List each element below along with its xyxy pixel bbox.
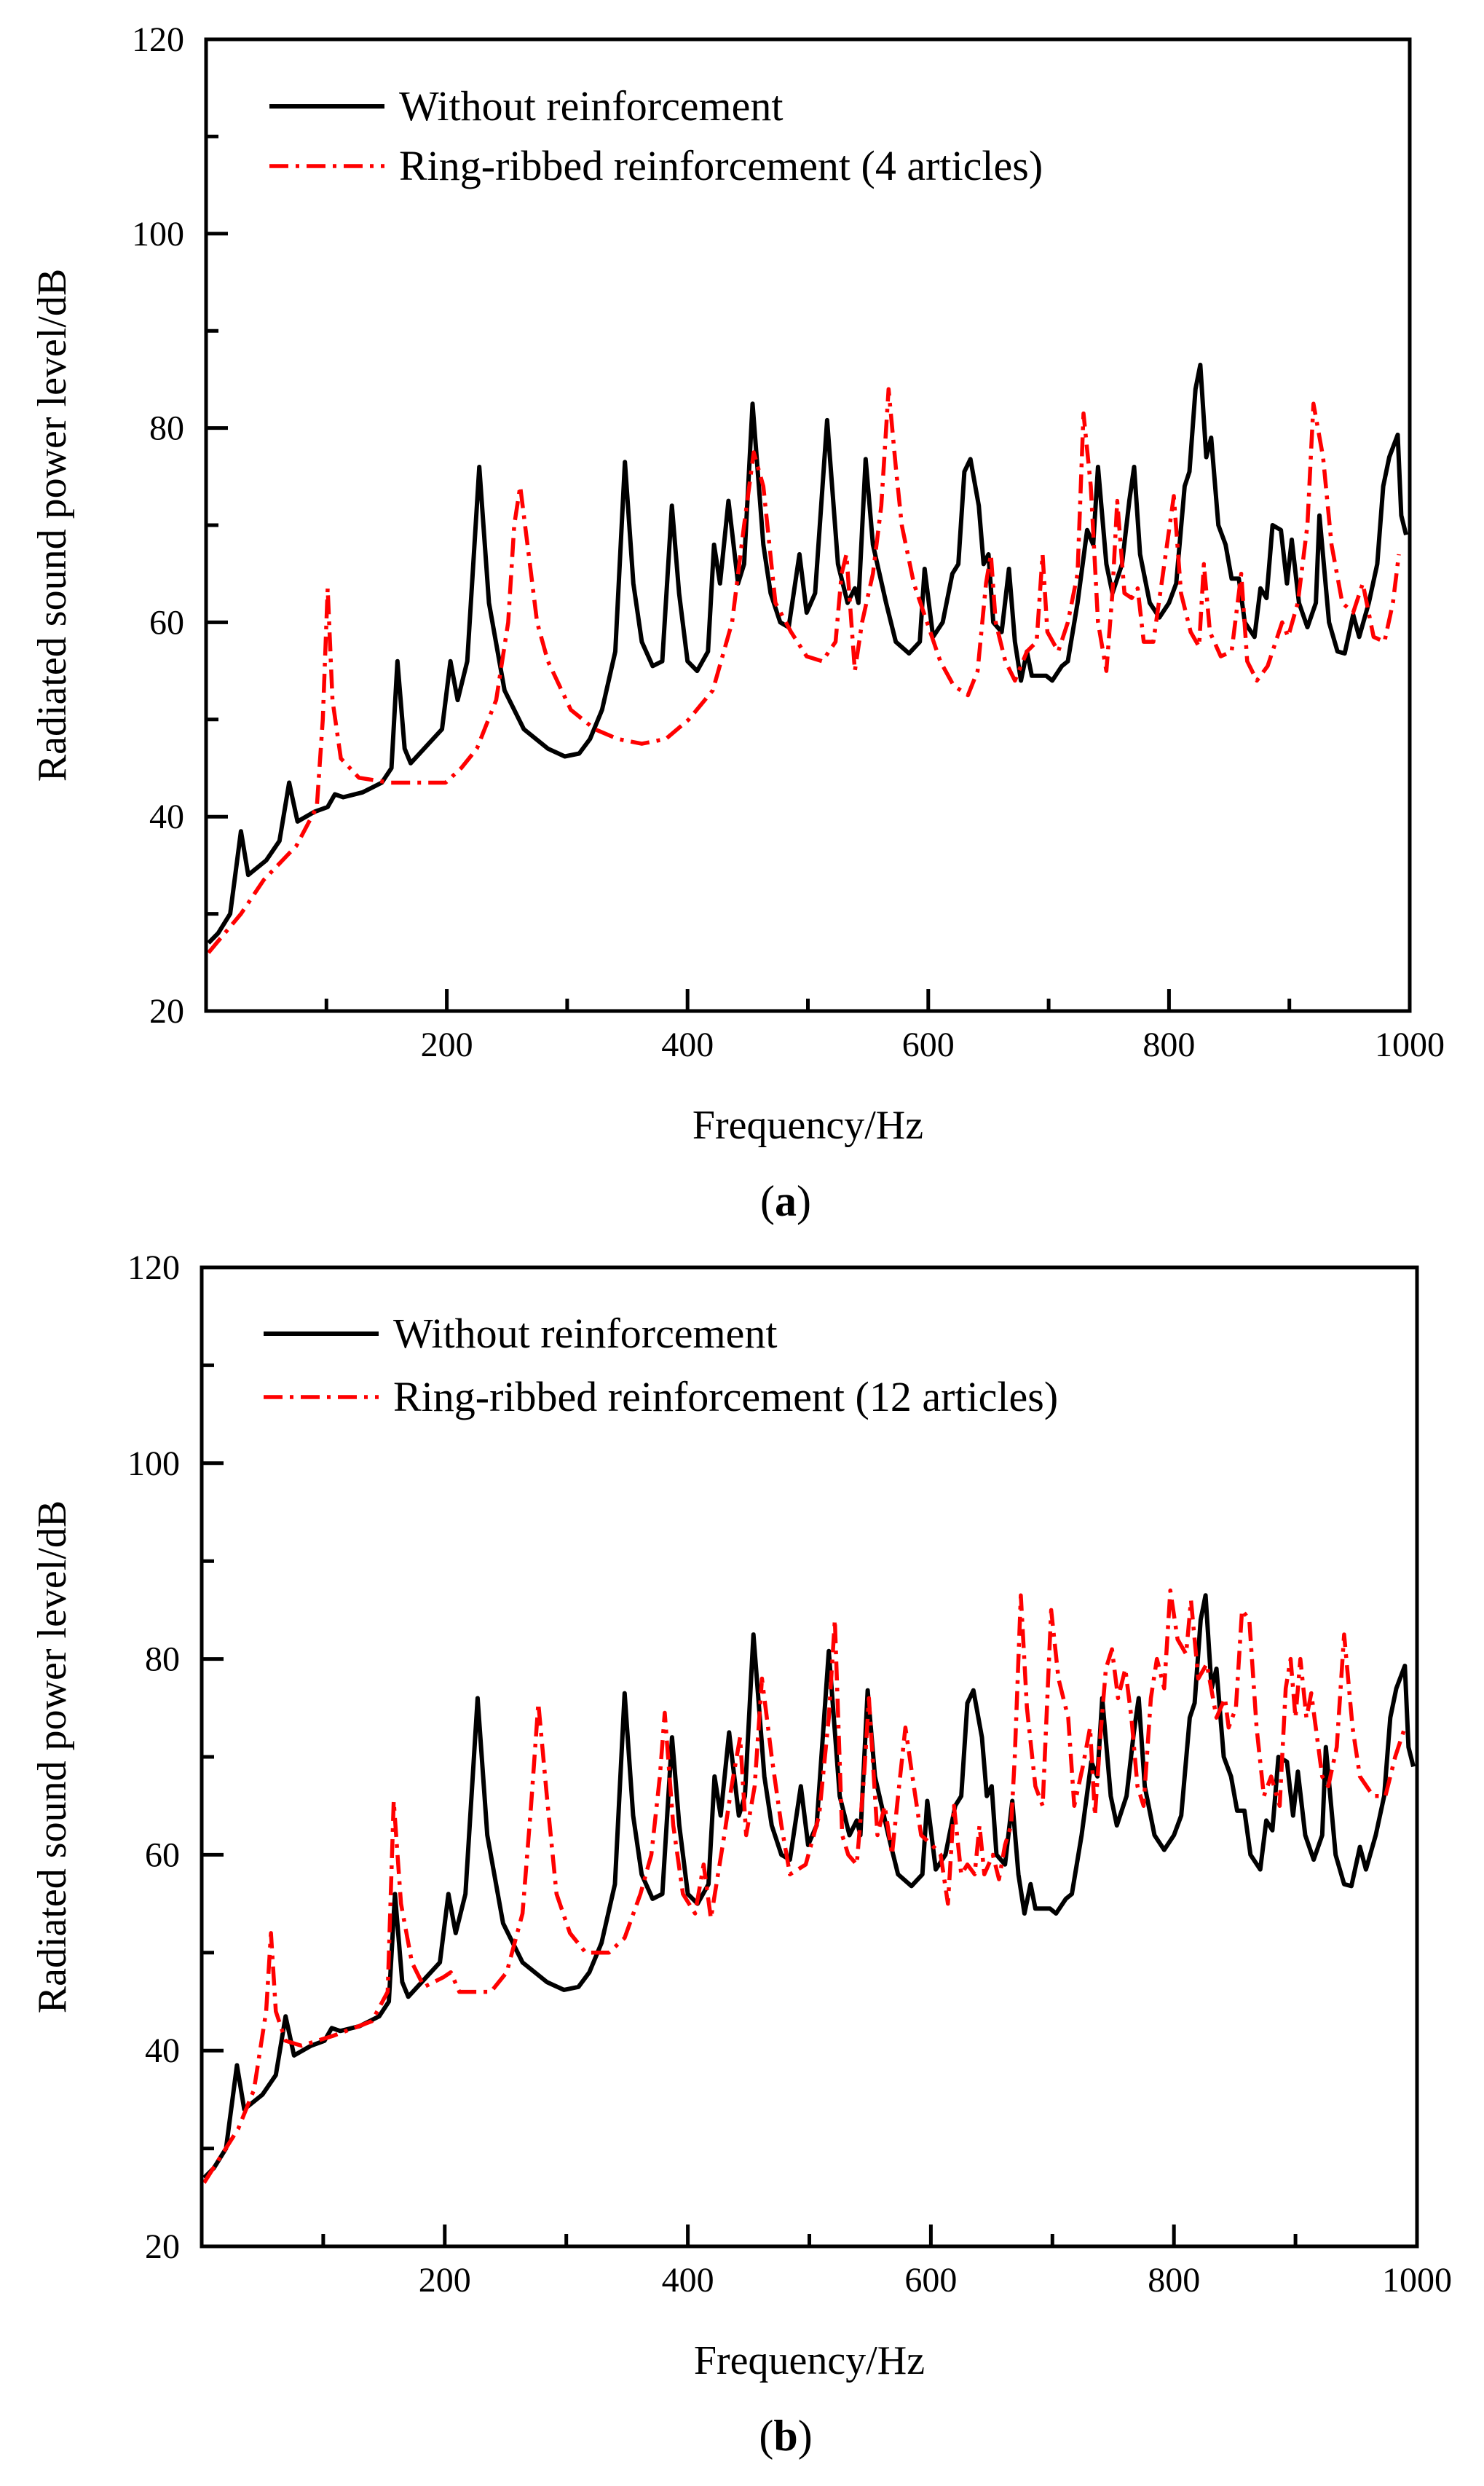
- x-tick-label: 1000: [1375, 1026, 1445, 1064]
- legend-label: Ring-ribbed reinforcement (4 articles): [399, 142, 1043, 189]
- x-axis-title: Frequency/Hz: [692, 1103, 923, 1148]
- x-tick-label: 200: [419, 2261, 471, 2300]
- panel-caption-b: (b): [759, 2412, 813, 2460]
- y-tick-label: 120: [127, 1248, 180, 1287]
- chart-panel-b: 200 400 600 800 1000 20 40 60 80 100 120 Frequency/…: [30, 1248, 1452, 2383]
- legend: Without reinforcement Ring-ribbed reinfor…: [264, 1310, 1058, 1420]
- panel-label-b: b: [773, 2412, 798, 2460]
- x-tick-label: 600: [904, 2261, 957, 2300]
- x-tick-label: 1000: [1382, 2261, 1452, 2300]
- series-line-ring-ribbed: [207, 387, 1401, 954]
- series-line-without-reinforcement: [207, 362, 1408, 945]
- x-tick-label: 400: [661, 1026, 714, 1064]
- y-tick-label: 20: [149, 992, 184, 1031]
- panel-caption-a: (a): [760, 1177, 811, 1225]
- x-tick-label: 400: [662, 2261, 714, 2300]
- series-line-ring-ribbed: [202, 1588, 1407, 2184]
- series-line-without-reinforcement: [202, 1593, 1416, 2180]
- y-tick-label: 80: [149, 409, 184, 448]
- y-axis-title: Radiated sound power level/dB: [30, 269, 75, 782]
- chart-panel-a: 200 400 600 800 1000 20 40 60 80 100 120 Frequency/…: [30, 20, 1445, 1148]
- y-tick-label: 120: [132, 20, 184, 59]
- x-tick-label: 800: [1148, 2261, 1200, 2300]
- y-tick-label: 20: [145, 2227, 180, 2266]
- y-tick-label: 40: [145, 2031, 180, 2070]
- y-tick-label: 100: [132, 215, 184, 253]
- y-tick-label: 100: [127, 1444, 180, 1483]
- y-axis-title: Radiated sound power level/dB: [30, 1500, 75, 2014]
- y-tick-label: 80: [145, 1640, 180, 1679]
- x-tick-label: 200: [421, 1026, 473, 1064]
- legend: Without reinforcement Ring-ribbed reinfor…: [269, 82, 1043, 189]
- y-tick-label: 60: [149, 603, 184, 642]
- legend-label: Without reinforcement: [393, 1310, 778, 1357]
- x-axis-title: Frequency/Hz: [694, 2338, 925, 2383]
- legend-label: Ring-ribbed reinforcement (12 articles): [393, 1373, 1058, 1420]
- y-tick-label: 60: [145, 1836, 180, 1874]
- x-tick-label: 600: [902, 1026, 955, 1064]
- x-tick-label: 800: [1142, 1026, 1195, 1064]
- legend-label: Without reinforcement: [399, 82, 784, 130]
- y-tick-label: 40: [149, 798, 184, 836]
- panel-label-a: a: [775, 1177, 797, 1225]
